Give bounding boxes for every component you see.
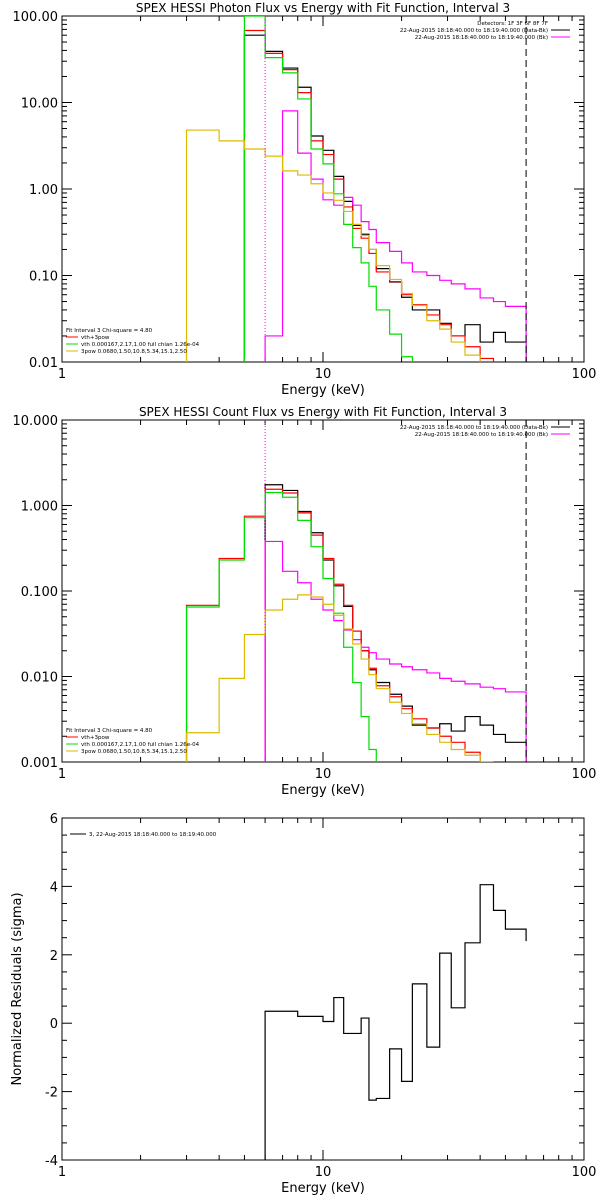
chart-panel-2: SPEX HESSI Count Flux vs Energy with Fit… (13, 405, 597, 798)
y-tick-label: 0.001 (21, 756, 58, 771)
y-tick-label: 6 (50, 812, 58, 827)
fit-legend-text: vth 0.000167,2.17,1.00 full chian 1.26e-… (81, 342, 200, 348)
series-line-2 (264, 110, 527, 362)
y-tick-label: 2 (50, 949, 58, 964)
y-tick-label: -4 (45, 1154, 58, 1169)
x-axis-label: Energy (keV) (281, 1181, 365, 1196)
series-line-5 (185, 594, 494, 762)
series-group (185, 16, 527, 362)
series-line-5 (185, 129, 481, 362)
fit-legend-text: vth+3pow (81, 335, 110, 341)
series-line-1 (264, 484, 527, 762)
x-axis-label: Energy (keV) (281, 783, 365, 798)
x-tick-label: 10 (315, 767, 332, 782)
y-tick-label: 0.100 (21, 585, 58, 600)
y-tick-label: 100.00 (13, 10, 59, 25)
series-line-1 (243, 34, 527, 362)
legend-text: 3, 22-Aug-2015 18:18:40.000 to 18:19:40.… (89, 832, 217, 838)
series-group (264, 884, 527, 1160)
x-tick-label: 1 (58, 1165, 66, 1180)
fit-legend-text: Fit Interval 3 Chi-square = 4.80 (66, 728, 153, 734)
series-line-4 (243, 16, 413, 362)
fit-legend-text: 3pow 0.0680,1.50,10.8,5.34,15.1,2.50 (81, 749, 187, 755)
x-tick-label: 100 (572, 767, 597, 782)
series-line-2 (264, 540, 527, 762)
series-line-4 (185, 491, 377, 762)
x-tick-label: 1 (58, 767, 66, 782)
chart-panel-3: 1 10 100 -4 -2 0 2 4 6 Energy (keV) Normalized Res… (10, 812, 596, 1196)
fit-legend-text: vth+3pow (81, 735, 110, 741)
legend-header-text: 22-Aug-2015 18:18:40.000 to 18:19:40.000… (415, 432, 548, 438)
series-group (185, 484, 527, 762)
legend-header-text: Detectors: 1F 3F 6F 8F 7F (477, 21, 548, 27)
legend-header-text: 22-Aug-2015 18:18:40.000 to 18:19:40.000… (400, 425, 548, 431)
y-tick-label: 4 (50, 880, 58, 895)
plot-frame (61, 419, 585, 763)
x-tick-label: 100 (572, 1165, 597, 1180)
chart-panel-1: SPEX HESSI Photon Flux vs Energy with Fi… (13, 1, 597, 398)
y-tick-label: 10.00 (21, 97, 58, 112)
legend-header-text: 22-Aug-2015 18:18:40.000 to 18:19:40.000… (400, 28, 548, 34)
x-tick-label: 100 (572, 367, 597, 382)
plot-frame (61, 817, 585, 1161)
y-tick-label: 0.10 (29, 270, 58, 285)
y-tick-label: 1.00 (29, 183, 58, 198)
series-line-3 (243, 29, 495, 362)
chart-title: SPEX HESSI Photon Flux vs Energy with Fi… (136, 1, 510, 15)
y-tick-label: 0 (50, 1017, 58, 1032)
x-axis-label: Energy (keV) (281, 383, 365, 398)
y-tick-label: 10.000 (13, 414, 59, 429)
fit-legend-text: vth 0.000167,2.17,1.00 full chian 1.26e-… (81, 742, 200, 748)
y-axis-label: Normalized Residuals (sigma) (10, 892, 25, 1085)
chart-title: SPEX HESSI Count Flux vs Energy with Fit… (139, 405, 507, 419)
y-tick-label: 1.000 (21, 500, 58, 515)
x-tick-label: 10 (315, 1165, 332, 1180)
series-line-1 (264, 884, 527, 1160)
y-tick-label: 0.01 (29, 356, 58, 371)
series-line-3 (185, 488, 494, 762)
fit-legend-text: 3pow 0.0680,1.50,10.8,5.34,15.1,2.50 (81, 349, 187, 355)
legend-header-text: 22-Aug-2015 18:18:40.000 to 18:19:40.000… (415, 35, 548, 41)
x-tick-label: 1 (58, 367, 66, 382)
x-tick-label: 10 (315, 367, 332, 382)
y-tick-label: 0.010 (21, 671, 58, 686)
fit-legend-text: Fit Interval 3 Chi-square = 4.80 (66, 328, 153, 334)
y-tick-label: -2 (45, 1086, 58, 1101)
